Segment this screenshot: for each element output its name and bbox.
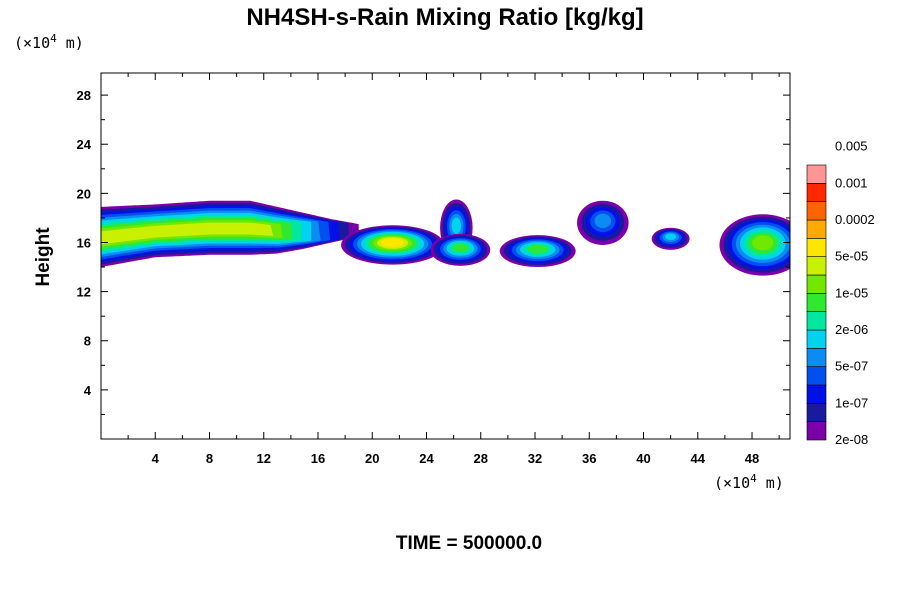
colorbar-label: 0.005 — [835, 139, 868, 154]
x-tick-label: 4 — [152, 451, 160, 466]
contour-blob-48 — [719, 214, 790, 276]
colorbar-swatch — [806, 201, 827, 221]
contour-blob-42 — [651, 227, 690, 250]
x-tick-label: 32 — [528, 451, 542, 466]
colorbar: 2e-08 1e-07 5e-07 2e-06 1e-05 5e-05 0.0002 0.00… — [806, 139, 875, 447]
contour-main-band — [101, 200, 359, 268]
colorbar-label: 0.0002 — [835, 212, 875, 227]
colorbar-swatch — [806, 421, 827, 441]
colorbar-swatch — [806, 403, 827, 422]
y-tick-label: 4 — [84, 383, 92, 398]
contour-level — [665, 233, 677, 240]
colorbar-swatch — [806, 164, 827, 184]
x-tick-label: 28 — [474, 451, 488, 466]
contour-level — [452, 243, 469, 252]
y-axis: 4 8 12 16 20 24 28 — [77, 88, 790, 415]
colorbar-label: 2e-06 — [835, 322, 868, 337]
x-tick-label: 24 — [419, 451, 434, 466]
contour-blob-32 — [499, 235, 576, 268]
x-tick-label: 8 — [206, 451, 213, 466]
colorbar-swatch — [806, 366, 827, 386]
x-tick-label: 12 — [257, 451, 271, 466]
time-label: TIME = 500000.0 — [396, 533, 542, 554]
colorbar-swatch — [806, 183, 827, 202]
x-tick-label: 36 — [582, 451, 596, 466]
y-unit-label: (×104 m) — [14, 32, 84, 52]
y-axis-label: Height — [33, 227, 54, 287]
colorbar-swatch — [806, 238, 827, 257]
contour-level — [451, 217, 462, 234]
colorbar-swatch — [806, 329, 827, 349]
contour-level — [380, 238, 405, 248]
colorbar-label: 1e-07 — [835, 395, 868, 410]
colorbar-label: 1e-05 — [835, 285, 868, 300]
contour-level — [101, 222, 274, 245]
y-tick-label: 20 — [77, 186, 91, 201]
x-tick-label: 40 — [636, 451, 650, 466]
x-tick-label: 16 — [311, 451, 325, 466]
x-tick-label: 48 — [745, 451, 759, 466]
colorbar-swatch — [806, 274, 827, 294]
colorbar-label: 5e-05 — [835, 249, 868, 264]
colorbar-label: 5e-07 — [835, 359, 868, 374]
colorbar-swatch — [806, 219, 827, 239]
plot-area — [101, 199, 790, 276]
colorbar-swatch — [806, 256, 827, 276]
contour-level — [752, 235, 774, 251]
y-tick-label: 28 — [77, 88, 91, 103]
contour-blob-22 — [341, 225, 445, 265]
contour-level — [527, 244, 548, 254]
x-axis: 4 8 12 16 20 24 28 32 36 40 44 48 — [127, 73, 780, 466]
contour-blob-27 — [430, 233, 491, 266]
colorbar-label: 0.001 — [835, 175, 868, 190]
contour-blob-37 — [577, 200, 629, 245]
y-tick-label: 8 — [84, 334, 91, 349]
y-tick-label: 16 — [77, 235, 91, 250]
colorbar-swatch — [806, 311, 827, 331]
colorbar-label: 2e-08 — [835, 432, 868, 447]
colorbar-swatch — [806, 348, 827, 367]
y-tick-label: 24 — [77, 137, 92, 152]
y-tick-label: 12 — [77, 285, 91, 300]
colorbar-swatch — [806, 384, 827, 404]
chart-title: NH4SH-s-Rain Mixing Ratio [kg/kg] — [246, 4, 643, 31]
x-tick-label: 20 — [365, 451, 379, 466]
colorbar-swatch — [806, 293, 827, 312]
plot-frame — [100, 72, 791, 440]
x-unit-label: (×104 m) — [714, 472, 784, 492]
contour-level — [594, 213, 612, 228]
x-tick-label: 44 — [691, 451, 706, 466]
